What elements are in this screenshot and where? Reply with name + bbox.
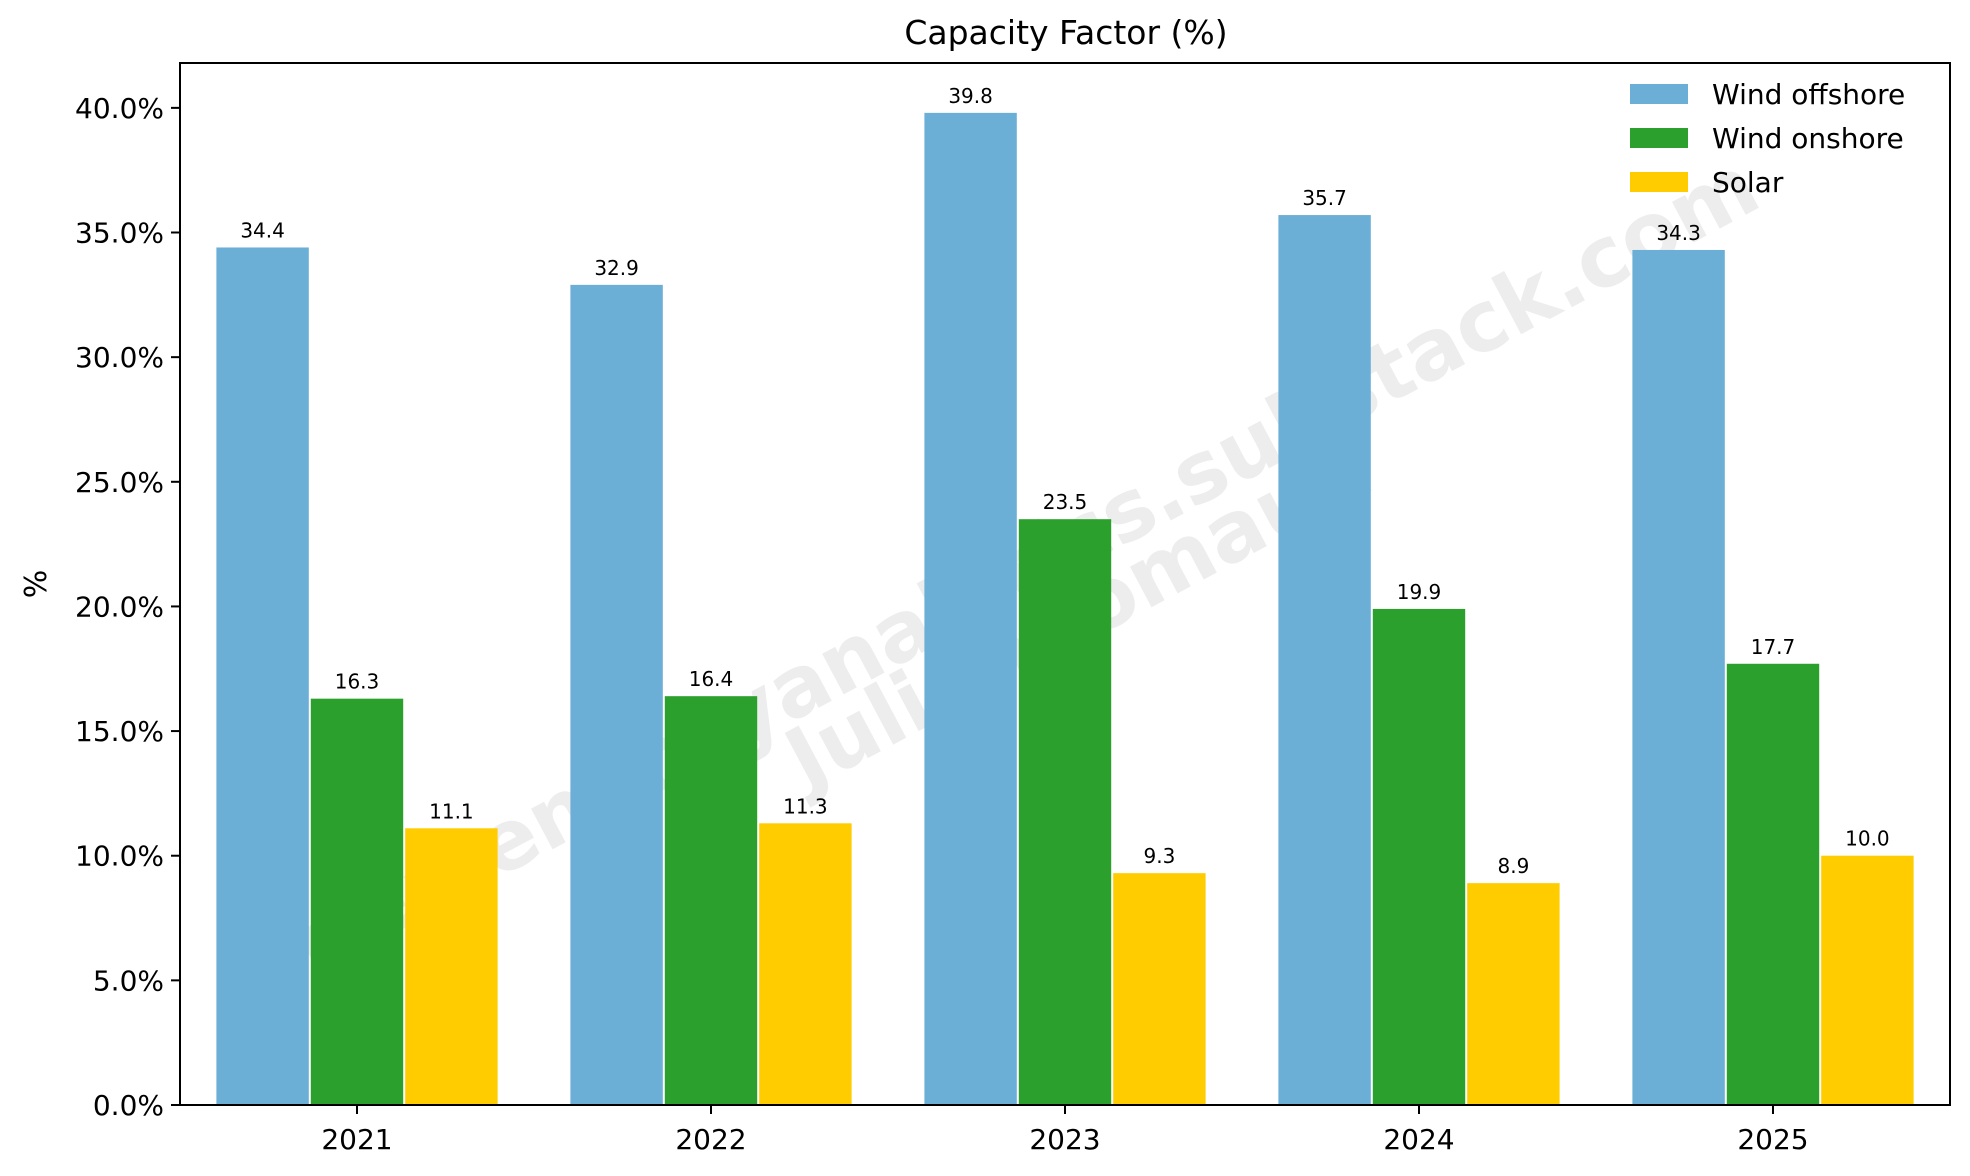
bar-solar-2022: [759, 823, 852, 1105]
data-label: 16.3: [335, 670, 380, 694]
data-label: 39.8: [948, 84, 993, 108]
data-label: 16.4: [689, 667, 734, 691]
bar-wind-offshore-2022: [570, 284, 663, 1106]
legend-label: Wind offshore: [1712, 78, 1905, 111]
y-tick-label: 15.0%: [75, 715, 164, 748]
bar-wind-offshore-2024: [1278, 215, 1371, 1105]
y-tick-label: 0.0%: [93, 1089, 164, 1122]
chart-title: Capacity Factor (%): [904, 13, 1227, 52]
x-tick-label: 2025: [1737, 1123, 1808, 1156]
bar-solar-2024: [1467, 883, 1560, 1105]
legend-swatch: [1630, 128, 1688, 148]
y-tick-label: 5.0%: [93, 964, 164, 997]
x-tick-label: 2023: [1029, 1123, 1100, 1156]
data-label: 32.9: [594, 256, 639, 280]
data-label: 34.4: [240, 218, 285, 242]
data-label: 8.9: [1497, 854, 1529, 878]
bar-wind-onshore-2022: [664, 696, 758, 1105]
y-tick-label: 40.0%: [75, 92, 164, 125]
bar-wind-onshore-2021: [310, 698, 404, 1105]
y-tick-label: 10.0%: [75, 840, 164, 873]
legend-swatch: [1630, 172, 1688, 192]
data-label: 35.7: [1302, 186, 1347, 210]
bar-wind-offshore-2025: [1632, 249, 1725, 1105]
y-tick-label: 25.0%: [75, 466, 164, 499]
bar-data-labels: 34.4 32.9 39.8 35.7 34.3 16.3 16.4 23.5 19.9 17.7…: [240, 84, 1889, 878]
data-label: 23.5: [1043, 490, 1088, 514]
legend: Wind offshore Wind onshore Solar: [1630, 78, 1905, 199]
data-label: 10.0: [1845, 827, 1890, 851]
y-tick-label: 20.0%: [75, 590, 164, 623]
data-label: 17.7: [1751, 635, 1796, 659]
bar-solar-2021: [405, 828, 498, 1105]
bars: [216, 112, 1914, 1106]
y-tick-label: 30.0%: [75, 341, 164, 374]
data-label: 11.3: [783, 794, 828, 818]
y-tick-label: 35.0%: [75, 217, 164, 250]
legend-label: Wind onshore: [1712, 122, 1904, 155]
bar-solar-2025: [1821, 855, 1914, 1105]
data-label: 19.9: [1397, 580, 1442, 604]
x-tick-label: 2024: [1383, 1123, 1454, 1156]
legend-label: Solar: [1712, 166, 1784, 199]
bar-solar-2023: [1113, 873, 1206, 1105]
x-tick-label: 2021: [321, 1123, 392, 1156]
axes: 0.0% 5.0% 10.0% 15.0% 20.0% 25.0% 30.0% 35.0% 40…: [75, 62, 1951, 1156]
bar-wind-offshore-2021: [216, 247, 309, 1106]
bar-wind-onshore-2025: [1726, 663, 1820, 1105]
data-label: 9.3: [1143, 844, 1175, 868]
legend-swatch: [1630, 84, 1688, 104]
y-axis-label: %: [19, 570, 54, 599]
bar-wind-onshore-2023: [1018, 519, 1112, 1105]
bar-wind-offshore-2023: [924, 112, 1017, 1106]
data-label: 34.3: [1656, 221, 1701, 245]
bar-wind-onshore-2024: [1372, 608, 1466, 1105]
x-tick-label: 2022: [675, 1123, 746, 1156]
data-label: 11.1: [429, 799, 474, 823]
